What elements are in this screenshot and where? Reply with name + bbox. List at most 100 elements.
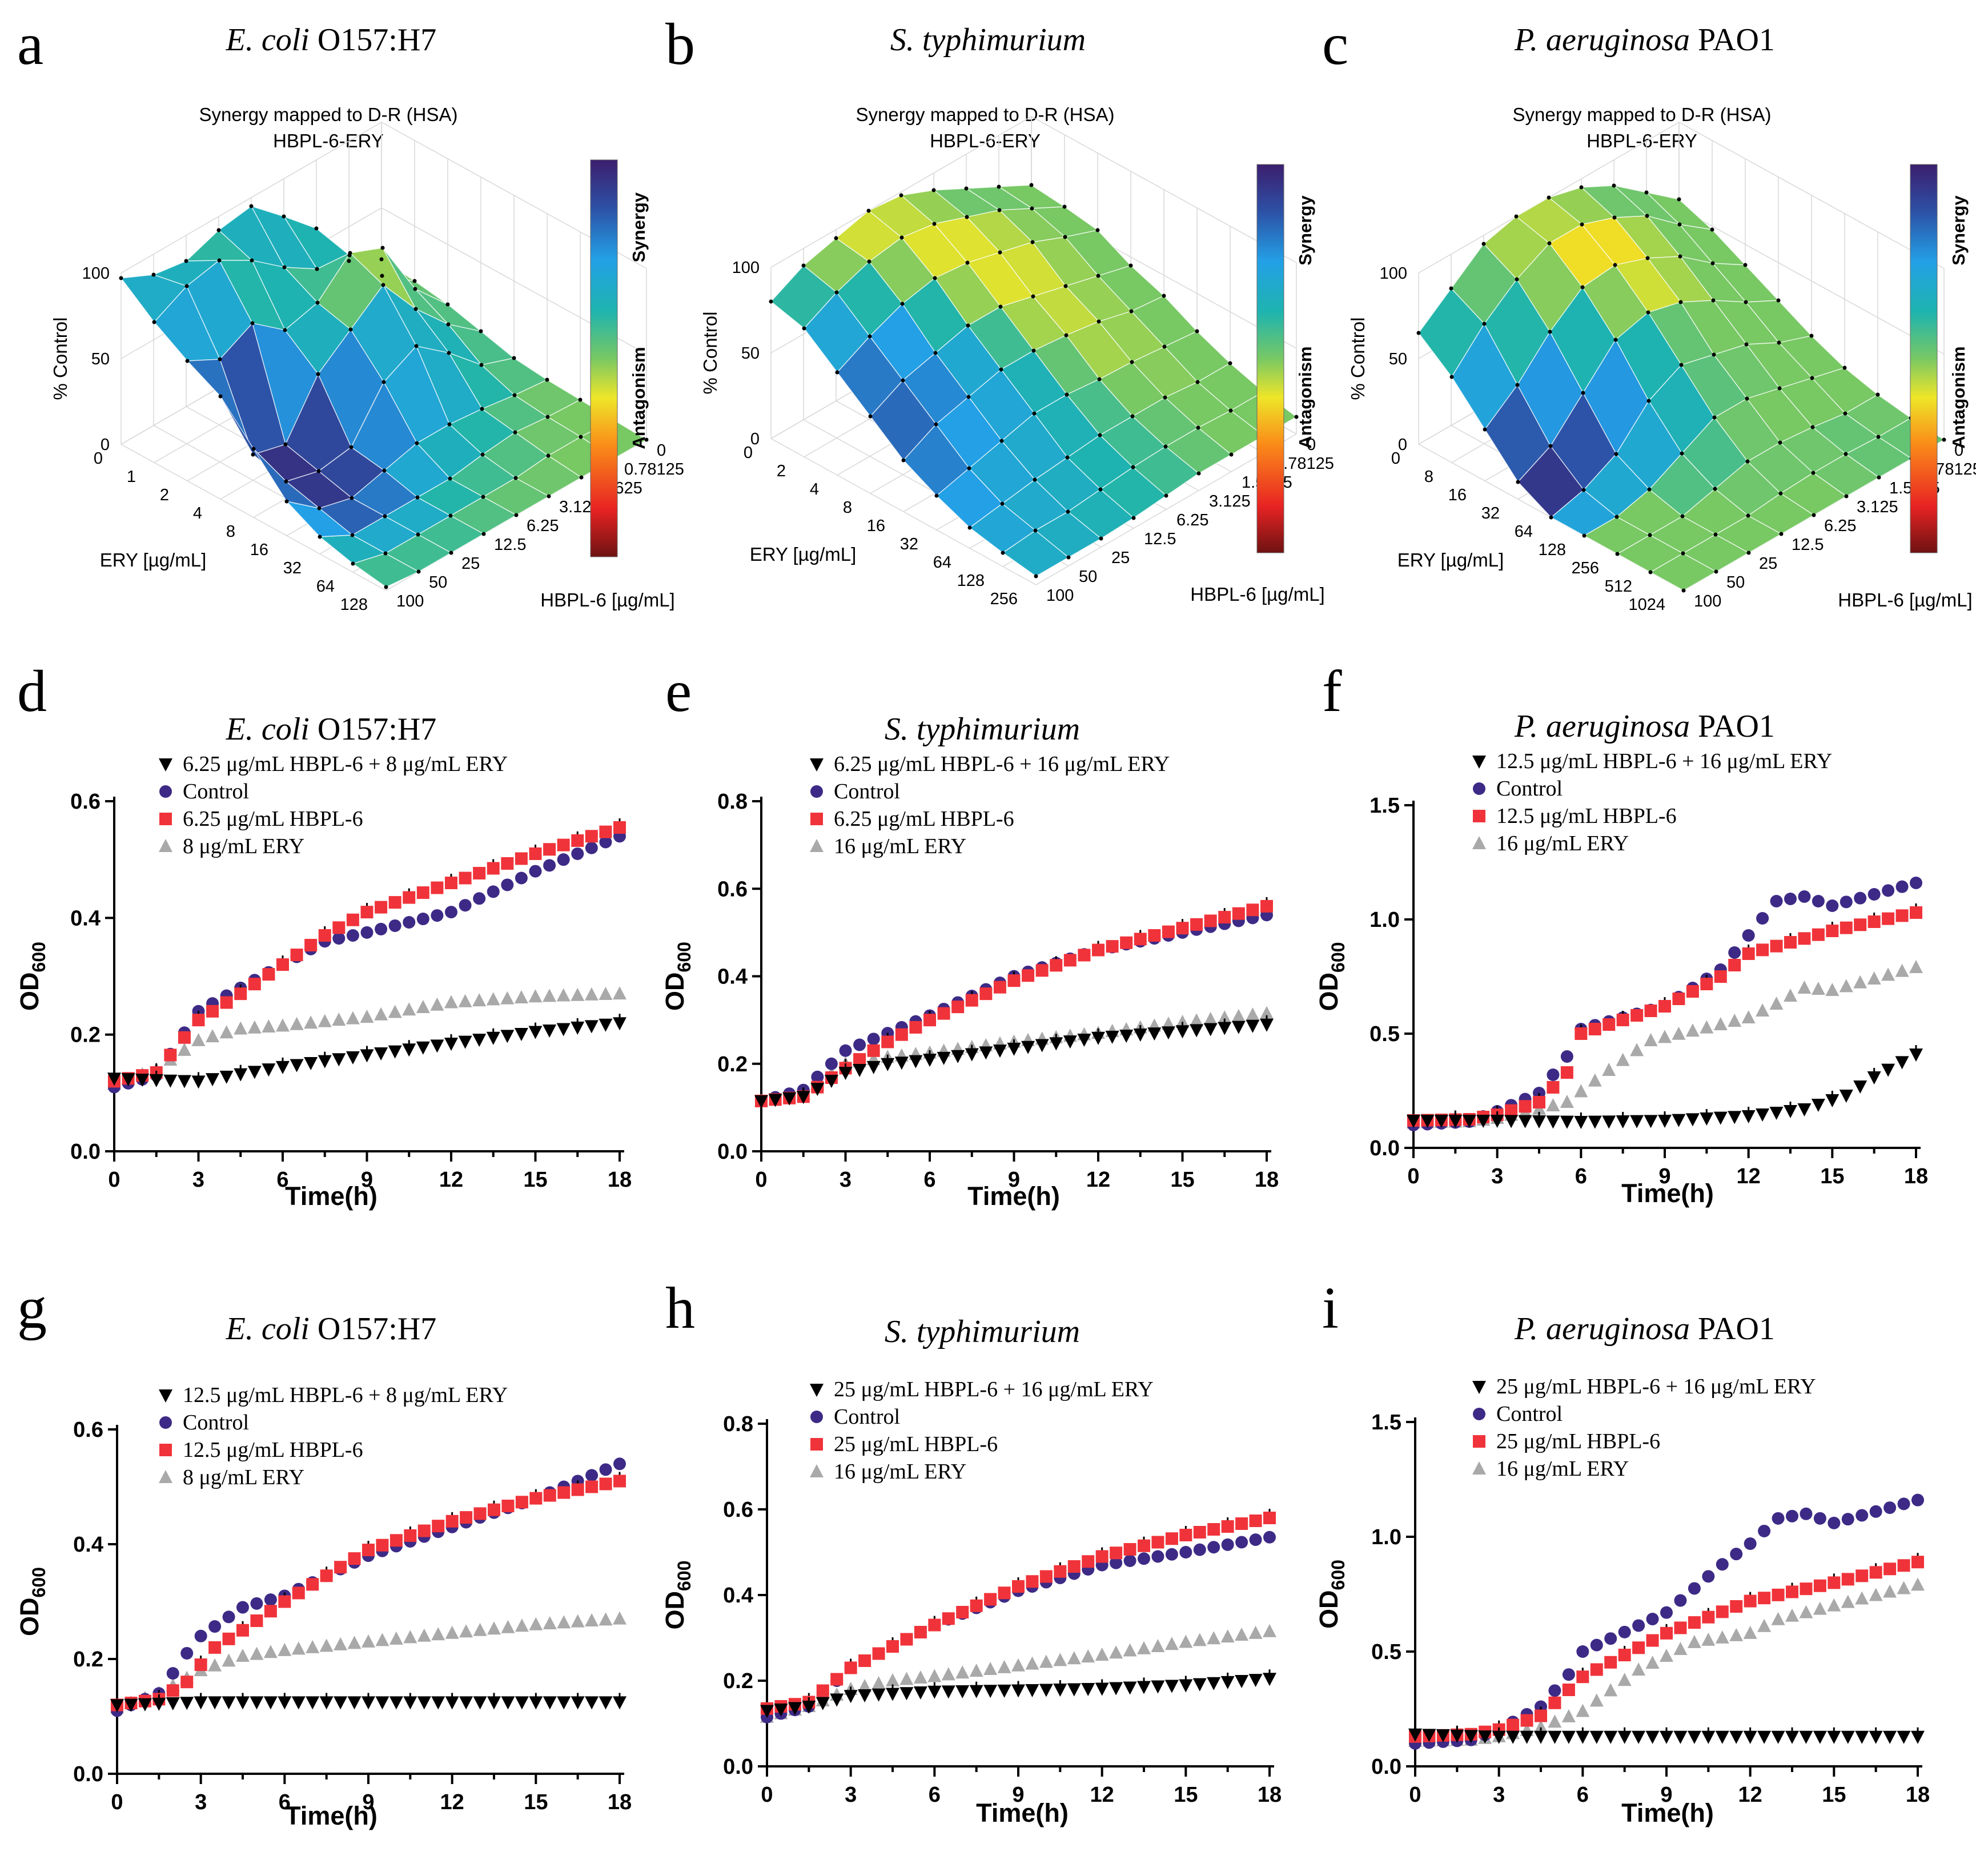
data-point — [1702, 1570, 1715, 1583]
x-axis-label: Time(h) — [1621, 1798, 1714, 1827]
surface-node — [1162, 294, 1166, 298]
data-point — [1192, 1633, 1207, 1646]
data-point — [1897, 1559, 1910, 1572]
surface-node — [1614, 452, 1618, 456]
surface-node — [513, 476, 518, 480]
data-point — [1263, 1673, 1276, 1686]
ery-tick-label: 32 — [283, 559, 302, 577]
surface-node — [412, 279, 417, 283]
panel-title: E. coli O157:H7 — [226, 712, 437, 747]
data-point — [979, 987, 993, 1001]
data-point — [1148, 929, 1161, 942]
data-point — [599, 1477, 612, 1491]
z-tick-label: 0 — [101, 436, 110, 454]
data-point — [1909, 1049, 1923, 1062]
data-point — [914, 1626, 927, 1638]
surface-node — [964, 186, 969, 191]
data-point — [1067, 1683, 1081, 1697]
data-point — [872, 1647, 885, 1660]
ery-tick-label: 2 — [160, 486, 169, 504]
data-point — [1674, 1621, 1687, 1634]
hbpl-axis-label: HBPL-6 [µg/mL] — [1190, 584, 1324, 605]
data-point — [1450, 1729, 1464, 1743]
surface-node — [1228, 408, 1233, 413]
surface-heading: Synergy mapped to D-R (HSA) — [856, 104, 1115, 125]
data-point — [1134, 933, 1147, 946]
data-point — [1855, 1591, 1869, 1605]
surface-node — [1032, 411, 1037, 416]
data-point — [1164, 1637, 1179, 1650]
data-point — [613, 1457, 626, 1471]
data-point — [177, 1075, 191, 1088]
data-point — [571, 834, 584, 847]
data-point — [1658, 1115, 1672, 1128]
surface-node — [350, 533, 355, 537]
data-point — [1050, 959, 1063, 972]
surface-node — [1449, 375, 1454, 379]
data-point — [1756, 912, 1769, 925]
data-point — [219, 1025, 234, 1039]
data-point — [599, 987, 613, 1001]
x-tick-label: 0 — [1409, 1783, 1421, 1807]
data-point — [1123, 1554, 1136, 1567]
data-point — [159, 1416, 172, 1429]
z-tick-label: 0 — [1398, 436, 1407, 454]
data-point — [571, 1696, 585, 1710]
surface-node — [1614, 515, 1619, 519]
data-point — [1741, 1010, 1756, 1023]
surface-node — [899, 193, 903, 198]
data-point — [206, 1005, 219, 1018]
surface-node — [997, 208, 1002, 212]
data-point — [1520, 1714, 1533, 1727]
surface-node — [413, 287, 417, 291]
x-tick-label: 9 — [1660, 1783, 1672, 1807]
data-point — [599, 1463, 612, 1476]
data-point — [1604, 1632, 1617, 1645]
data-point — [1716, 1605, 1729, 1618]
data-point — [1207, 1677, 1221, 1690]
data-point — [1897, 1497, 1910, 1511]
legend: 25 μg/mL HBPL-6 + 16 μg/mL ERY Control 25 … — [810, 1377, 1154, 1484]
surface-node — [513, 430, 517, 435]
data-point — [1839, 1090, 1853, 1103]
surface-node — [1029, 183, 1034, 187]
y-tick-label: 0.4 — [73, 1533, 103, 1557]
data-point — [1161, 1026, 1175, 1040]
data-point — [1106, 940, 1119, 953]
data-point — [886, 1673, 899, 1686]
y-axis-label: OD600 — [15, 1567, 49, 1636]
ery-tick-label: 0 — [94, 449, 103, 468]
data-point — [585, 1696, 599, 1710]
data-point — [1855, 1730, 1869, 1744]
data-point — [1260, 899, 1273, 913]
data-point — [402, 1002, 416, 1016]
legend: 6.25 μg/mL HBPL-6 + 8 μg/mL ERY Control 6.… — [159, 752, 508, 858]
surface-node — [380, 246, 385, 250]
data-point — [1757, 1618, 1772, 1632]
data-point — [346, 929, 359, 942]
data-point — [121, 1073, 135, 1087]
data-point — [1828, 1516, 1841, 1529]
data-point — [979, 1046, 993, 1060]
legend-label: Control — [834, 1405, 900, 1429]
data-point — [263, 1645, 278, 1658]
data-point — [942, 1612, 955, 1625]
legend-label: 12.5 μg/mL HBPL-6 + 16 μg/mL ERY — [1496, 749, 1832, 773]
data-point — [501, 1696, 515, 1710]
data-point — [346, 1051, 360, 1064]
data-series — [760, 1509, 1276, 1724]
surface-panel-a: a E. coli O157:H7 Synergy mapped to D-R (H… — [17, 11, 684, 614]
data-point — [473, 1622, 487, 1636]
surface-node — [1647, 487, 1652, 492]
x-tick-label: 12 — [440, 1790, 464, 1814]
data-point — [1673, 1641, 1688, 1655]
data-point — [839, 1044, 852, 1057]
hbpl-tick-label: 100 — [1046, 586, 1074, 605]
data-point — [1632, 1730, 1646, 1744]
data-point — [613, 1611, 626, 1625]
surface-node — [446, 322, 451, 327]
data-point — [1095, 1648, 1109, 1661]
surface-node — [282, 265, 287, 270]
surface-node — [415, 441, 419, 445]
data-point — [866, 1060, 881, 1074]
